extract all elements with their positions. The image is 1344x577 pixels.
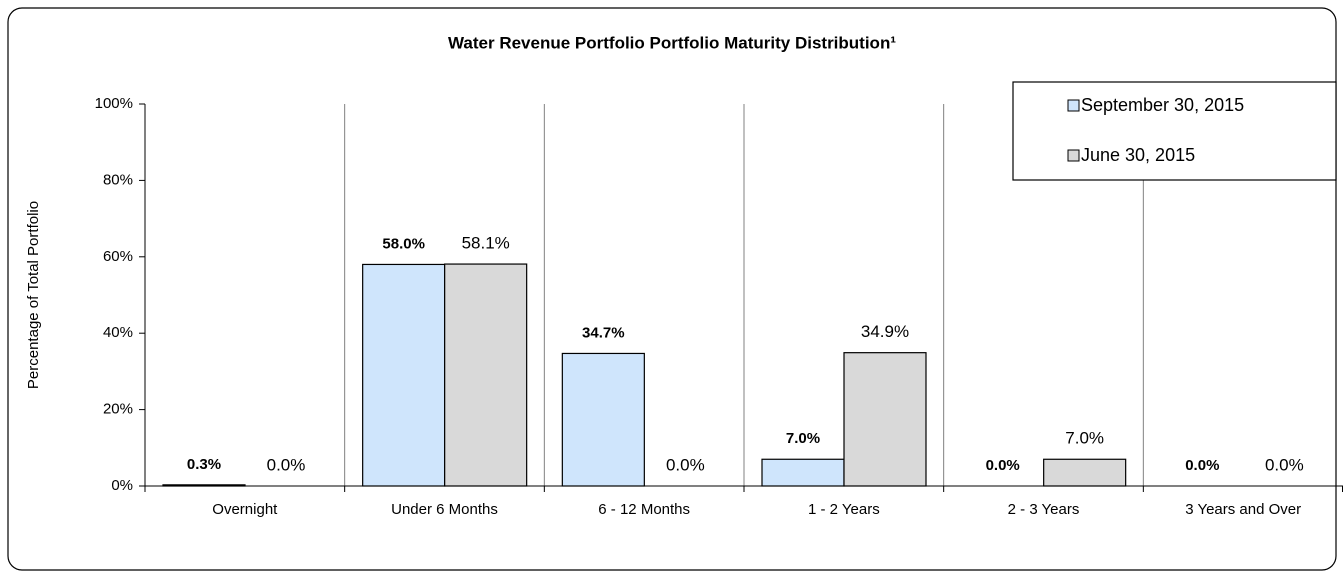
y-tick-label: 100%: [95, 95, 133, 112]
y-tick-label: 80%: [103, 171, 133, 188]
legend-label: September 30, 2015: [1081, 95, 1244, 115]
x-tick-label: 3 Years and Over: [1185, 501, 1301, 518]
legend-swatch: [1067, 149, 1080, 162]
bar: [362, 263, 446, 487]
value-label: 0.3%: [187, 456, 221, 473]
value-label: 34.9%: [861, 322, 909, 341]
value-label: 0.0%: [1185, 457, 1219, 474]
bar: [162, 484, 246, 487]
legend: September 30, 2015 June 30, 2015: [1012, 81, 1337, 181]
legend-label: June 30, 2015: [1081, 145, 1195, 165]
value-label: 7.0%: [786, 430, 820, 447]
y-tick-label: 0%: [111, 477, 133, 494]
value-label: 58.0%: [382, 235, 425, 252]
value-label: 0.0%: [666, 455, 705, 474]
bar: [444, 263, 528, 487]
value-label: 0.0%: [1265, 455, 1304, 474]
x-tick-label: 2 - 3 Years: [1008, 501, 1080, 518]
value-label: 0.0%: [986, 457, 1020, 474]
y-axis-label: Percentage of Total Portfolio: [25, 201, 42, 389]
value-label: 0.0%: [267, 455, 306, 474]
x-tick-label: Overnight: [212, 501, 278, 518]
bar: [561, 352, 645, 487]
bar: [761, 458, 845, 487]
chart-frame: [7, 7, 1337, 571]
bar: [1043, 458, 1127, 487]
x-tick-label: Under 6 Months: [391, 501, 498, 518]
x-tick-label: 6 - 12 Months: [598, 501, 690, 518]
value-label: 7.0%: [1065, 429, 1104, 448]
x-tick-label: 1 - 2 Years: [808, 501, 880, 518]
legend-box: [1012, 81, 1337, 181]
value-label: 34.7%: [582, 324, 625, 341]
value-label: 58.1%: [462, 234, 510, 253]
y-tick-label: 20%: [103, 401, 133, 418]
chart-title: Water Revenue Portfolio Portfolio Maturi…: [448, 33, 896, 52]
bar: [843, 352, 927, 487]
y-tick-label: 40%: [103, 324, 133, 341]
y-tick-label: 60%: [103, 248, 133, 265]
legend-swatch: [1067, 99, 1080, 112]
